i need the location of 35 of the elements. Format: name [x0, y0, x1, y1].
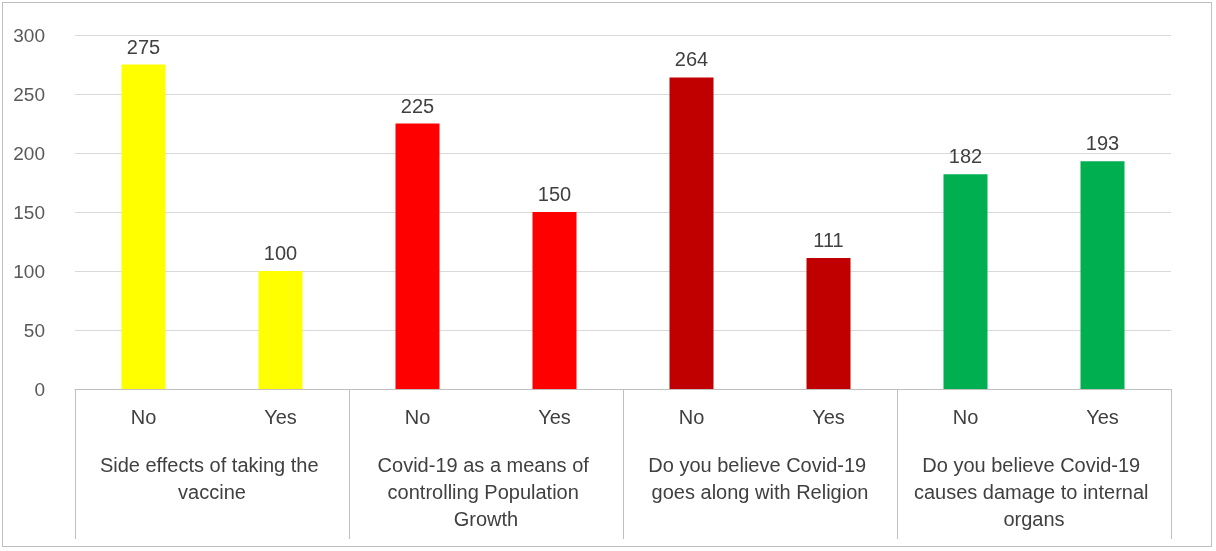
- y-tick-label: 150: [13, 201, 45, 223]
- y-tick-label: 0: [34, 378, 45, 400]
- x-tick-label: No: [952, 406, 979, 428]
- text: Covid-19 as a means of controlling Population Growth: [377, 453, 595, 530]
- bar: [121, 64, 166, 389]
- data-label: 264: [674, 48, 709, 71]
- x-tick-label: Yes: [538, 406, 571, 428]
- y-tick-label: 250: [13, 83, 45, 105]
- x-tick-label: No: [130, 406, 157, 428]
- bar: [806, 258, 851, 389]
- x-tick-label: Yes: [812, 406, 845, 428]
- bar: [258, 271, 303, 389]
- bar: [943, 174, 988, 389]
- data-label: 275: [126, 35, 161, 58]
- text: Side effects of taking the vaccine: [99, 453, 325, 503]
- data-label: 182: [948, 145, 983, 168]
- data-label: 150: [537, 183, 572, 205]
- x-tick-label: No: [678, 406, 705, 428]
- bar: [532, 212, 577, 389]
- x-tick-label: Yes: [1086, 406, 1119, 428]
- y-tick-label: 200: [13, 142, 45, 164]
- text: Do you believe Covid-19 goes along with Religion: [648, 453, 872, 503]
- data-label: 225: [400, 94, 435, 117]
- bar: [669, 77, 714, 389]
- y-tick-label: 50: [23, 319, 45, 341]
- y-tick-label: 100: [13, 260, 45, 282]
- data-label: 100: [263, 242, 298, 264]
- x-tick-label: Yes: [264, 406, 297, 428]
- bar: [1080, 161, 1125, 389]
- y-tick-label: 300: [13, 24, 45, 46]
- data-label: 193: [1085, 132, 1120, 155]
- x-tick-label: No: [404, 406, 431, 428]
- bar: [395, 123, 440, 389]
- text: Do you believe Covid-19 causes damage to internal organs: [913, 453, 1155, 530]
- data-label: 111: [813, 229, 844, 252]
